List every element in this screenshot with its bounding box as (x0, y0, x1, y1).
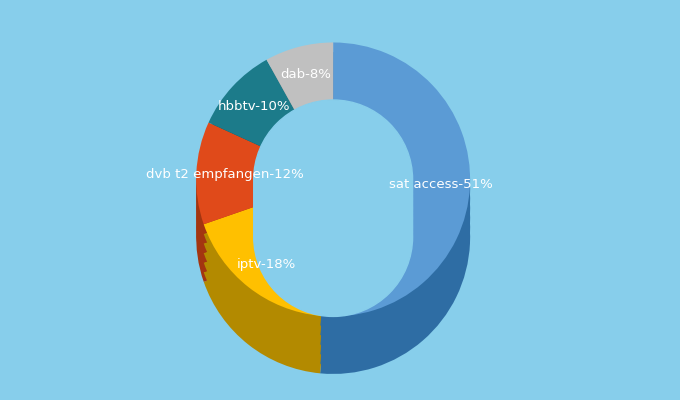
Wedge shape (204, 244, 326, 354)
Wedge shape (204, 215, 326, 325)
Circle shape (254, 148, 413, 307)
Wedge shape (196, 180, 261, 282)
Wedge shape (267, 71, 333, 139)
Circle shape (254, 158, 413, 316)
Circle shape (254, 129, 413, 288)
Wedge shape (320, 62, 470, 336)
Wedge shape (196, 161, 261, 263)
Wedge shape (267, 100, 333, 168)
Text: dvb t2 empfangen-12%: dvb t2 empfangen-12% (146, 168, 304, 181)
Wedge shape (320, 90, 470, 364)
Wedge shape (209, 69, 294, 156)
Wedge shape (204, 263, 326, 373)
Wedge shape (267, 62, 333, 129)
Wedge shape (209, 108, 294, 194)
Wedge shape (209, 88, 294, 175)
Wedge shape (196, 132, 261, 234)
Wedge shape (267, 81, 333, 148)
Wedge shape (267, 42, 333, 110)
Circle shape (254, 138, 413, 297)
Circle shape (254, 100, 413, 259)
Wedge shape (209, 79, 294, 166)
Wedge shape (209, 60, 294, 146)
Wedge shape (320, 52, 470, 326)
Wedge shape (320, 81, 470, 355)
Wedge shape (267, 90, 333, 158)
Wedge shape (196, 170, 261, 272)
Circle shape (254, 119, 413, 278)
Wedge shape (204, 206, 326, 316)
Wedge shape (320, 71, 470, 345)
Wedge shape (204, 225, 326, 335)
Wedge shape (196, 142, 261, 244)
Wedge shape (320, 100, 470, 374)
Circle shape (254, 110, 413, 268)
Wedge shape (209, 117, 294, 204)
Wedge shape (267, 52, 333, 120)
Text: hbbtv-10%: hbbtv-10% (218, 100, 290, 112)
Wedge shape (196, 151, 261, 253)
Text: sat access-51%: sat access-51% (390, 178, 493, 191)
Text: iptv-18%: iptv-18% (237, 258, 296, 271)
Text: dab-8%: dab-8% (281, 68, 331, 81)
Wedge shape (204, 253, 326, 364)
Wedge shape (204, 234, 326, 344)
Wedge shape (320, 42, 470, 316)
Wedge shape (209, 98, 294, 185)
Wedge shape (196, 122, 261, 224)
